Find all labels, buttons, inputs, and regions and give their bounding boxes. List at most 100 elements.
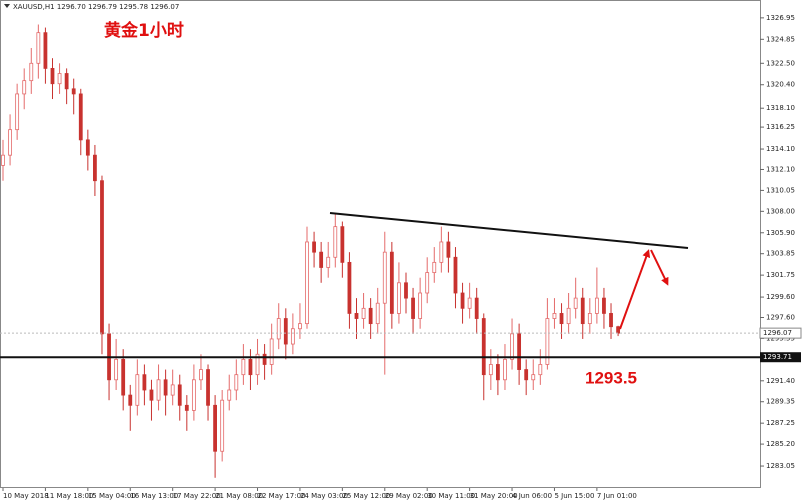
trend-line — [329, 212, 689, 249]
level-label: 1293.71 — [763, 353, 792, 361]
x-tick-label: 22 May 17:00 — [258, 492, 306, 500]
y-tick-label: 1291.40 — [766, 377, 795, 385]
y-tick-label: 1312.10 — [766, 165, 795, 173]
candle-body — [552, 313, 557, 319]
candle-body — [64, 73, 69, 90]
candle-body — [149, 389, 154, 401]
x-tick-label: 21 May 08:00 — [215, 492, 263, 500]
candle-body — [184, 404, 189, 411]
candle-body — [545, 318, 550, 365]
y-tick-label: 1320.40 — [766, 81, 795, 89]
chart-header: XAUUSD,H1 1296.70 1296.79 1295.78 1296.0… — [13, 3, 179, 11]
candle-body — [517, 333, 522, 370]
candle-body — [191, 379, 196, 411]
arrow-up — [619, 249, 651, 330]
candle-body — [361, 307, 366, 319]
candle-body — [234, 374, 239, 391]
candle-body — [22, 80, 27, 95]
y-tick-label: 1299.60 — [766, 293, 795, 301]
candle-body — [446, 241, 451, 258]
candle-body — [580, 297, 585, 325]
candle-body — [135, 374, 140, 406]
candle-body — [50, 68, 55, 85]
candle-body — [404, 282, 408, 299]
candle-body — [312, 241, 316, 253]
candle-body — [85, 139, 90, 156]
candle-body — [163, 379, 168, 396]
candle-body — [503, 358, 507, 381]
y-tick-label: 1303.85 — [766, 250, 795, 258]
candle-body — [389, 251, 394, 314]
candle-body — [453, 256, 458, 294]
candle-body — [128, 394, 133, 406]
candle-body — [269, 338, 274, 365]
candle-body — [467, 297, 472, 309]
x-tick-label: 30 May 11:00 — [427, 492, 475, 500]
x-tick-label: 11 May 18:00 — [45, 492, 93, 500]
y-tick-label: 1287.25 — [766, 419, 795, 427]
y-tick-label: 1305.90 — [766, 229, 795, 237]
candle-body — [15, 93, 20, 131]
candle-body — [602, 297, 606, 314]
candle-body — [340, 226, 345, 263]
candle-body — [93, 154, 97, 182]
menu-triangle — [4, 4, 10, 8]
level-box — [760, 352, 801, 363]
y-tick-label: 1289.35 — [766, 398, 795, 406]
candle-body — [333, 226, 338, 258]
candle-body — [481, 318, 486, 376]
candle-body — [114, 358, 119, 381]
candle-body — [524, 369, 529, 381]
x-tick-label: 10 May 2018 — [3, 492, 49, 500]
candle-body — [78, 93, 83, 141]
candle-body — [354, 313, 359, 319]
candle-body — [616, 326, 620, 334]
candle-body — [531, 374, 536, 381]
candle-body — [43, 32, 48, 69]
candle-body — [418, 292, 423, 319]
x-tick-label: 15 May 04:00 — [88, 492, 136, 500]
x-tick-label: 17 May 22:00 — [173, 492, 221, 500]
y-tick-label: 1316.25 — [766, 123, 795, 131]
y-tick-label: 1283.05 — [766, 462, 795, 470]
candle-body — [220, 399, 225, 452]
x-tick-label: 16 May 13:00 — [130, 492, 178, 500]
candle-body — [538, 364, 543, 376]
x-tick-label: 29 May 02:00 — [385, 492, 433, 500]
plot-frame — [0, 0, 761, 488]
candle-body — [283, 318, 288, 345]
candle-body — [609, 313, 613, 328]
y-tick-label: 1310.05 — [766, 186, 795, 194]
candle-body — [559, 313, 564, 325]
candle-body — [1, 154, 5, 166]
candle-body — [100, 180, 104, 335]
candle-body — [460, 292, 465, 309]
candle-body — [213, 404, 218, 452]
candle-body — [326, 256, 331, 268]
candle-body — [573, 297, 578, 309]
candle-body — [8, 129, 12, 156]
candle-body — [156, 379, 161, 401]
y-tick-label: 1308.00 — [766, 207, 795, 215]
candle-body — [397, 282, 401, 314]
candle-body — [177, 384, 182, 406]
y-tick-label: 1326.95 — [766, 14, 795, 22]
x-tick-label: 5 Jun 15:00 — [554, 492, 594, 500]
candle-body — [206, 369, 210, 406]
candle-body — [305, 241, 309, 325]
candle-body — [290, 328, 295, 345]
candle-body — [375, 302, 380, 325]
candle-body — [495, 364, 500, 381]
candle-body — [510, 333, 514, 360]
y-tick-label: 1297.60 — [766, 314, 795, 322]
candle-body — [199, 369, 203, 381]
candle-body — [566, 307, 571, 325]
annotation: 1293.5 — [585, 368, 637, 387]
candle-body — [57, 73, 62, 85]
candle-body — [382, 251, 387, 304]
candle-body — [587, 313, 592, 325]
candle-body — [347, 261, 352, 314]
candle-body — [241, 358, 246, 376]
arrow-down — [650, 249, 669, 286]
